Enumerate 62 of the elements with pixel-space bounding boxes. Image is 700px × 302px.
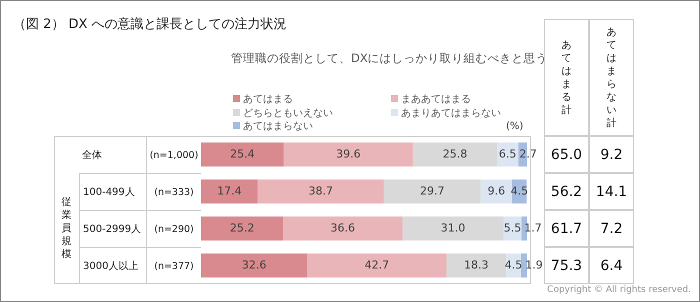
text: (%) bbox=[506, 121, 524, 132]
data-label: 38.7 bbox=[308, 184, 334, 198]
text: 9.2 bbox=[589, 136, 634, 173]
data-label: 32.6 bbox=[242, 258, 266, 272]
legend-label: どちらともいえない bbox=[242, 106, 334, 120]
legend-label: まああてはまる bbox=[400, 93, 472, 106]
legend-label: あてはまらない bbox=[242, 120, 314, 134]
bar bbox=[402, 216, 504, 241]
legend-label: あてはまる bbox=[242, 93, 294, 106]
data-label: 2.7 bbox=[519, 147, 537, 160]
data-label: 36.6 bbox=[330, 221, 356, 234]
bar bbox=[480, 179, 512, 204]
text: Copyright © All rights reserved. bbox=[547, 285, 691, 295]
bar bbox=[384, 179, 481, 204]
text: 14.1 bbox=[589, 173, 634, 210]
text: (n=333) bbox=[146, 173, 201, 210]
text: 56.2 bbox=[544, 173, 589, 210]
data-label: 25.2 bbox=[230, 221, 254, 234]
bar bbox=[521, 216, 527, 241]
bar bbox=[258, 179, 384, 204]
data-label: 1.7 bbox=[524, 221, 542, 234]
text: 7.2 bbox=[589, 210, 634, 247]
legend-label: あまりあてはまらない bbox=[400, 106, 502, 120]
data-label: 25.4 bbox=[230, 147, 255, 160]
text: 61.7 bbox=[544, 210, 589, 247]
text: (n=1,000) bbox=[146, 136, 201, 173]
data-label: 17.4 bbox=[217, 184, 242, 198]
text: 6.4 bbox=[589, 247, 634, 284]
text: 従業員規模 bbox=[62, 196, 72, 261]
text: (n=290) bbox=[146, 210, 201, 247]
bar bbox=[201, 142, 284, 167]
y-tick-label: 全体 bbox=[54, 136, 146, 173]
text: 65.0 bbox=[544, 136, 589, 173]
bar bbox=[520, 253, 527, 278]
text: 75.3 bbox=[544, 247, 589, 284]
data-label: 42.7 bbox=[364, 258, 390, 272]
text: (n=377) bbox=[146, 247, 201, 284]
data-label: 31.0 bbox=[440, 221, 466, 234]
bar bbox=[412, 142, 498, 167]
data-label: 9.6 bbox=[488, 184, 506, 198]
chart-subtitle: 管理職の役割として、DXにはしっかり取り組むべきと思う bbox=[231, 51, 548, 66]
y-tick-label: 100-499人 bbox=[79, 173, 146, 210]
data-label: 18.3 bbox=[464, 258, 489, 272]
bar bbox=[201, 179, 258, 204]
y-tick-label: 3000人以上 bbox=[79, 247, 146, 284]
bar bbox=[201, 216, 284, 241]
text: あてはまらない計 bbox=[606, 26, 616, 130]
data-label: 39.6 bbox=[336, 147, 361, 160]
bar bbox=[201, 253, 308, 278]
bar bbox=[307, 253, 446, 278]
bar bbox=[446, 253, 506, 278]
bar bbox=[283, 216, 402, 241]
bar bbox=[284, 142, 413, 167]
data-label: 1.9 bbox=[525, 258, 543, 272]
data-label: 6.5 bbox=[498, 147, 516, 160]
text: あてはまる計 bbox=[562, 38, 572, 116]
data-label: 29.7 bbox=[420, 184, 445, 198]
y-tick-label: 500-2999人 bbox=[79, 210, 146, 247]
data-label: 4.5 bbox=[504, 258, 522, 272]
data-label: 25.8 bbox=[442, 147, 468, 160]
data-label: 5.5 bbox=[504, 221, 522, 234]
chart-title: （図 2） DX への意識と課長としての注力状況 bbox=[13, 16, 287, 33]
